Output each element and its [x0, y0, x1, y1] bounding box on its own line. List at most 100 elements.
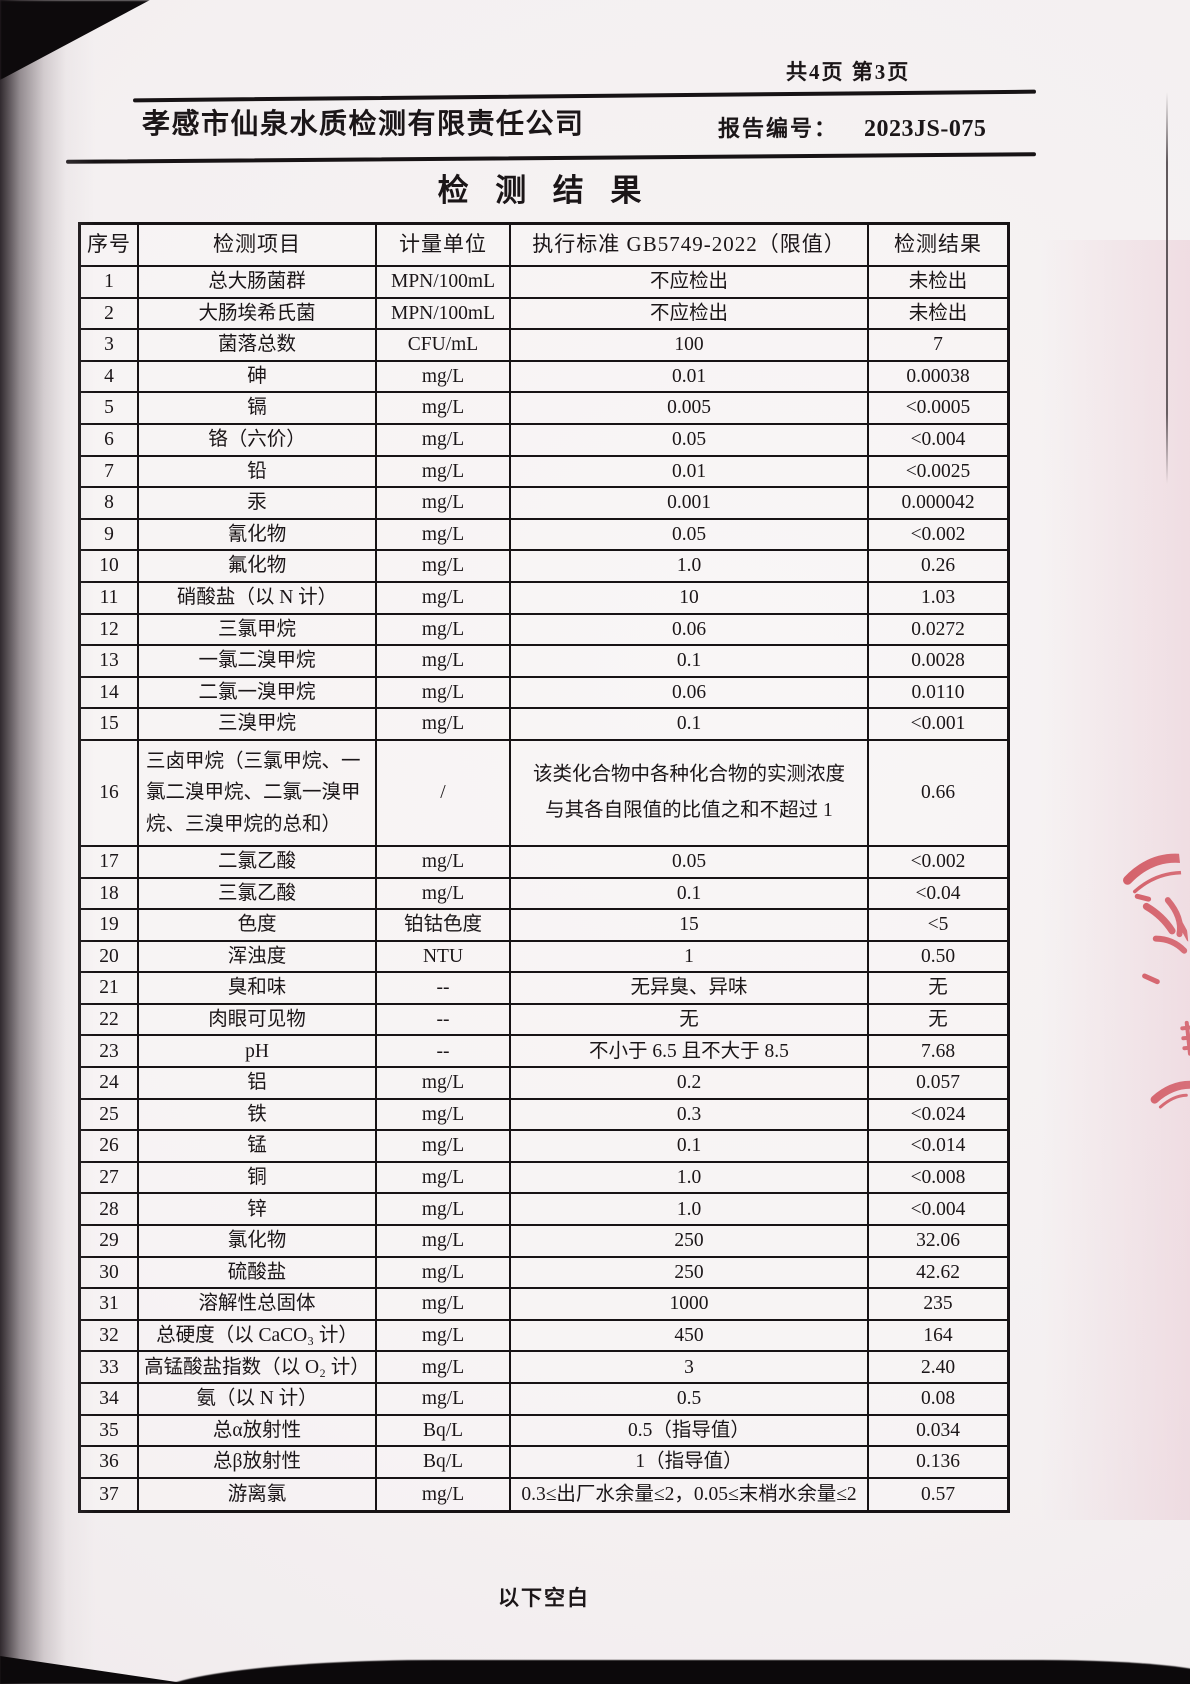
cell-standard: 0.5: [511, 1384, 869, 1416]
cell-result: 0.26: [869, 551, 1007, 583]
table-row: 7 铅 mg/L 0.01 <0.0025: [81, 456, 1007, 489]
cell-item: 铬（六价）: [139, 424, 377, 457]
cell-no: 30: [81, 1257, 139, 1290]
cell-item: 臭和味: [139, 973, 377, 1005]
cell-unit: mg/L: [377, 1384, 511, 1416]
cell-item: 总β放射性: [139, 1447, 377, 1479]
cell-unit: mg/L: [377, 1194, 511, 1227]
cell-unit: mg/L: [377, 551, 511, 583]
cell-item: 总大肠菌群: [139, 267, 377, 299]
cell-item: 色度: [139, 910, 377, 942]
cell-no: 22: [81, 1004, 139, 1037]
report-number: 报告编号： 2023JS-075: [718, 111, 986, 143]
cell-result: 0.0272: [869, 615, 1007, 647]
cell-item: pH: [139, 1036, 377, 1069]
cell-unit: mg/L: [377, 1068, 511, 1100]
cell-unit: mg/L: [377, 646, 511, 678]
cell-unit: mg/L: [377, 1162, 511, 1195]
cell-unit: mg/L: [377, 878, 511, 911]
cell-result: 0.000042: [869, 488, 1007, 520]
cell-item: 铅: [139, 456, 377, 489]
cell-item: 大肠埃希氏菌: [139, 298, 377, 331]
table-row: 17 二氯乙酸 mg/L 0.05 <0.002: [81, 846, 1007, 879]
cell-item: 氟化物: [139, 551, 377, 583]
cell-result: 235: [869, 1289, 1007, 1321]
cell-result: 0.66: [869, 741, 1007, 847]
cell-item: 硝酸盐（以 N 计）: [139, 582, 377, 615]
cell-item: 锰: [139, 1131, 377, 1163]
cell-no: 35: [81, 1415, 139, 1448]
cell-no: 17: [81, 846, 139, 879]
cell-item: 高锰酸盐指数（以 O₂ 计）: [139, 1352, 377, 1384]
cell-result: <0.002: [869, 847, 1007, 879]
cell-standard: 250: [511, 1226, 869, 1258]
cell-no: 7: [81, 456, 139, 489]
cell-standard: 0.001: [511, 488, 869, 520]
cell-unit: mg/L: [377, 1257, 511, 1290]
cell-no: 25: [81, 1099, 139, 1132]
cell-result: <0.002: [869, 520, 1007, 552]
table-row: 32 总硬度（以 CaCO₃ 计） mg/L 450 164: [81, 1320, 1007, 1353]
cell-unit: NTU: [377, 941, 511, 974]
cell-unit: mg/L: [377, 677, 511, 710]
cell-item: 游离氯: [139, 1478, 377, 1511]
page-title: 检 测 结 果: [437, 173, 651, 208]
cell-no: 8: [81, 488, 139, 520]
cell-result: 0.50: [869, 942, 1007, 974]
cell-result: <0.014: [869, 1131, 1007, 1163]
cell-result: 0.034: [869, 1416, 1007, 1448]
cell-no: 6: [81, 424, 139, 457]
cell-item: 肉眼可见物: [139, 1004, 377, 1037]
cell-no: 16: [81, 740, 139, 847]
table-row: 14 二氯一溴甲烷 mg/L 0.06 0.0110: [81, 677, 1007, 710]
cell-item: 三氯乙酸: [139, 878, 377, 911]
cell-standard: 0.3≤出厂水余量≤2，0.05≤末梢水余量≤2: [511, 1478, 869, 1511]
cell-no: 31: [81, 1289, 139, 1321]
scan-bottom-wedge: [0, 1656, 190, 1684]
cell-unit: MPN/100mL: [377, 298, 511, 331]
cell-standard: 0.05: [511, 424, 869, 457]
cell-no: 14: [81, 677, 139, 710]
cell-result: 0.0028: [869, 646, 1007, 678]
cell-standard: 100: [511, 330, 869, 362]
cell-unit: mg/L: [377, 361, 511, 394]
cell-no: 34: [81, 1384, 139, 1416]
cell-unit: mg/L: [377, 456, 511, 489]
cell-unit: mg/L: [377, 1320, 511, 1353]
cell-standard: 不小于 6.5 且不大于 8.5: [511, 1036, 869, 1069]
cell-unit: mg/L: [377, 1289, 511, 1321]
cell-item: 菌落总数: [139, 330, 377, 362]
report-number-label: 报告编号：: [718, 116, 839, 141]
cell-standard: 不应检出: [511, 267, 869, 299]
cell-standard: 450: [511, 1320, 869, 1353]
cell-unit: mg/L: [377, 1099, 511, 1132]
cell-unit: 铂钴色度: [377, 910, 511, 942]
table-row: 15 三溴甲烷 mg/L 0.1 <0.001: [81, 709, 1007, 741]
cell-item: 三溴甲烷: [139, 709, 377, 741]
cell-standard: 0.05: [511, 519, 869, 552]
cell-unit: mg/L: [377, 1131, 511, 1163]
cell-result: 无: [869, 1005, 1007, 1037]
cell-unit: mg/L: [377, 582, 511, 615]
cell-no: 11: [81, 582, 139, 615]
table-row: 6 铬（六价） mg/L 0.05 <0.004: [81, 424, 1007, 457]
cell-unit: mg/L: [377, 393, 511, 425]
table-row: 37 游离氯 mg/L 0.3≤出厂水余量≤2，0.05≤末梢水余量≤2 0.5…: [81, 1478, 1007, 1511]
cell-standard: 1（指导值）: [511, 1447, 869, 1479]
cell-standard: 0.3: [511, 1099, 869, 1132]
table-row: 8 汞 mg/L 0.001 0.000042: [81, 488, 1007, 520]
results-table-body: 1 总大肠菌群 MPN/100mL 不应检出 未检出 2 大肠埃希氏菌 MPN/…: [81, 267, 1007, 1511]
cell-result: <0.0005: [869, 393, 1007, 425]
cell-standard: 10: [511, 582, 869, 615]
table-row: 29 氯化物 mg/L 250 32.06: [81, 1226, 1007, 1258]
cell-unit: --: [377, 1004, 511, 1037]
cell-no: 2: [81, 298, 139, 331]
cell-standard: 该类化合物中各种化合物的实测浓度与其各自限值的比值之和不超过 1: [511, 740, 869, 847]
cell-standard: 0.05: [511, 846, 869, 879]
table-row: 31 溶解性总固体 mg/L 1000 235: [81, 1289, 1007, 1321]
report-number-value: 2023JS-075: [864, 116, 987, 142]
table-row: 23 pH -- 不小于 6.5 且不大于 8.5 7.68: [81, 1036, 1007, 1069]
cell-item: 砷: [139, 361, 377, 394]
cell-item: 总α放射性: [139, 1415, 377, 1448]
cell-standard: 3: [511, 1352, 869, 1384]
